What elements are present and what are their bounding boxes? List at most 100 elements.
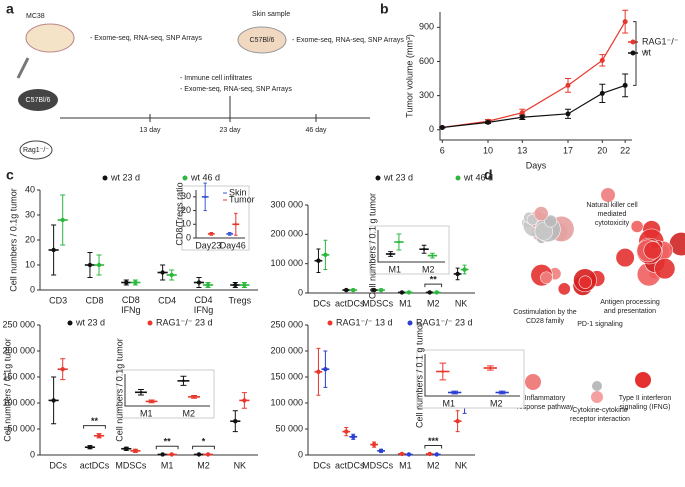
y-tick-label: 0: [30, 284, 35, 294]
axis: [439, 12, 632, 141]
legend-marker: [147, 320, 153, 326]
point: [210, 232, 213, 236]
point: [150, 400, 153, 403]
x-tick-label: 20: [597, 145, 607, 155]
y-tick-label: 300: [419, 90, 434, 100]
y-tick-label: 40: [25, 184, 35, 194]
x-tick-label: DCs: [313, 460, 331, 470]
point: [565, 111, 571, 117]
point: [378, 448, 384, 454]
y-axis-title: Cell numbers / 0.1g tumor: [8, 188, 18, 292]
point: [196, 452, 202, 457]
x-tick-label: MDSCs: [362, 298, 393, 308]
node-label: Cytokine-cytokine: [572, 407, 627, 414]
legend-label: RAG1⁻/⁻ 23 d: [156, 317, 213, 327]
x-tick-label: CD4: [158, 295, 176, 305]
point: [344, 429, 349, 434]
point: [462, 267, 467, 272]
legend-label: Tumor: [229, 194, 255, 204]
x-tick-label: M2: [182, 408, 195, 418]
x-tick-label: 22: [620, 145, 630, 155]
bracket: [192, 445, 215, 450]
label: C57Bl/6: [26, 97, 51, 104]
point: [422, 247, 426, 251]
legend-marker: [455, 175, 461, 181]
y-tick-label: 0: [298, 287, 303, 297]
annotation: ***: [428, 436, 439, 446]
y-axis-title: Tumor volume (mm³): [404, 34, 414, 118]
y-tick-label: 200 000: [270, 229, 303, 239]
point: [60, 367, 65, 372]
y-tick-label: 200 000: [2, 345, 35, 355]
label: - Immune cell infiltrates: [180, 75, 252, 82]
annotation: *: [202, 437, 206, 447]
inset-frame: [116, 369, 215, 419]
legend-marker: [67, 320, 73, 326]
x-tick-label: M2: [490, 398, 503, 408]
point: [453, 391, 456, 394]
point: [51, 398, 56, 403]
y-tick-label: 900: [419, 22, 434, 32]
x-tick-label: M1: [140, 408, 153, 418]
legend-label: wt 46 d: [463, 172, 493, 182]
node-label: cytotoxicity: [595, 220, 630, 227]
point: [427, 451, 432, 457]
point: [500, 391, 504, 394]
x-tick-label: M1: [399, 460, 412, 470]
y-tick-label: 100 000: [2, 397, 35, 407]
y-tick-label: 0: [186, 232, 191, 242]
point: [242, 398, 247, 403]
legend-label: wt 23 d: [110, 172, 140, 182]
x-tick-label: actDCs: [80, 460, 110, 470]
legend-label: RAG1⁻/⁻: [642, 36, 679, 46]
point: [431, 254, 434, 257]
point: [406, 452, 412, 457]
node: [591, 391, 603, 403]
x-tick-label: M2: [427, 460, 440, 470]
x-tick-label: M1: [442, 398, 455, 408]
point: [205, 452, 211, 457]
annotation: **: [164, 437, 172, 447]
point: [124, 280, 129, 285]
node: [630, 220, 644, 233]
point: [205, 282, 211, 288]
point: [427, 290, 432, 295]
legend-label: wt 23 d: [75, 317, 105, 327]
x-tick-label: M1: [399, 298, 412, 308]
point: [455, 271, 460, 277]
node: [578, 275, 592, 289]
x-tick-label: CD8: [85, 295, 103, 305]
legend-label: RAG1⁻/⁻ 23 d: [416, 317, 473, 327]
node: [643, 241, 662, 260]
point: [344, 287, 349, 293]
x-tick-label: Day23: [195, 240, 221, 250]
point: [455, 419, 460, 424]
point: [399, 290, 405, 295]
panel-label: c: [6, 167, 14, 183]
point: [192, 395, 196, 399]
legend-label: wt 23 d: [383, 172, 413, 182]
label: Rag1⁻/⁻: [23, 147, 49, 154]
label: 23 day: [219, 127, 241, 134]
node: [525, 374, 541, 390]
point: [371, 442, 377, 447]
node-label: receptor interaction: [570, 416, 630, 423]
x-tick-label: MDSCs: [115, 460, 146, 470]
point: [622, 82, 628, 88]
point: [60, 217, 65, 223]
x-tick-label: 17: [563, 145, 573, 155]
legend-marker: [327, 320, 333, 326]
point: [169, 272, 174, 278]
y-tick-label: 100 000: [270, 397, 303, 407]
y-axis-title: Cell numbers / 0.1 g tumor: [414, 322, 424, 428]
x-tick-label: NK: [455, 298, 468, 308]
bracket: [424, 444, 443, 449]
panel-label: d: [484, 167, 493, 183]
label: C57Bl/6: [250, 37, 275, 44]
y-tick-label: 300 000: [270, 199, 303, 209]
bracket: [424, 283, 443, 288]
point: [397, 240, 401, 244]
node: [544, 214, 558, 228]
x-tick-label: 6: [440, 145, 445, 155]
